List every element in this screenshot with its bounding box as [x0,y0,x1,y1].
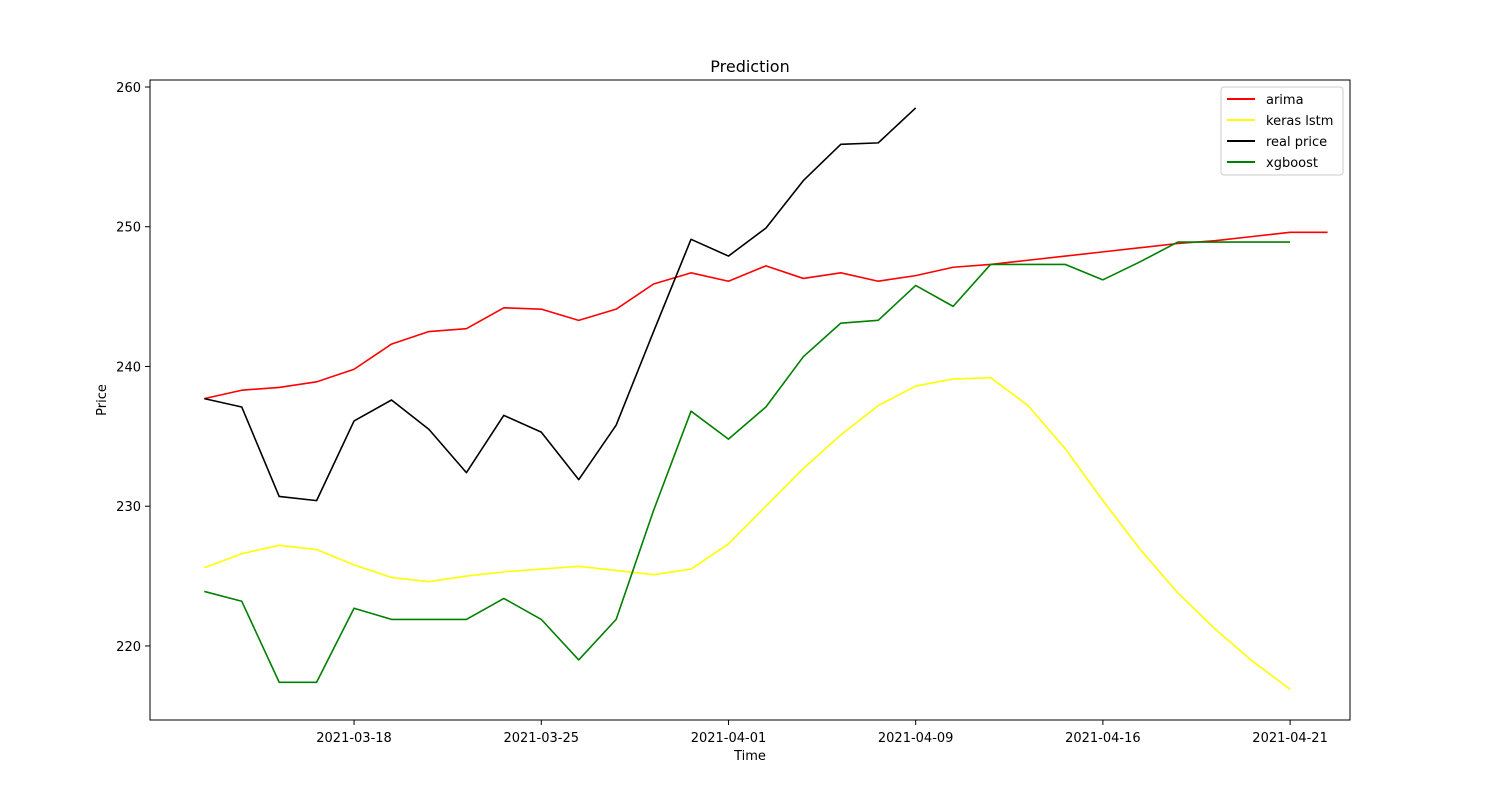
x-axis: 2021-03-18 2021-03-25 2021-04-01 2021-04-09… [316,720,1328,746]
x-tick-label: 2021-04-21 [1252,731,1328,746]
y-tick-label: 230 [116,500,141,515]
y-axis-title: Price [95,384,110,416]
series-line-keras-lstm [204,376,1291,690]
series-line-xgboost [204,241,1291,684]
legend-label: arima [1266,93,1304,108]
series-line-arima [204,231,1328,400]
y-tick-label: 250 [116,221,141,236]
x-tick-label: 2021-04-09 [878,731,954,746]
x-tick-label: 2021-03-18 [316,731,392,746]
series-line-real-price [204,107,917,502]
x-tick-label: 2021-04-16 [1065,731,1141,746]
x-tick-label: 2021-03-25 [503,731,579,746]
x-tick-label: 2021-04-01 [691,731,767,746]
legend-label: keras lstm [1266,114,1333,129]
y-tick-label: 240 [116,360,141,375]
legend-label: xgboost [1266,156,1318,171]
y-tick-label: 260 [116,81,141,96]
series-layer [204,107,1328,690]
plot-frame [149,79,1351,721]
y-tick-label: 220 [116,640,141,655]
legend-label: real price [1266,135,1327,150]
legend-box [1220,86,1344,176]
legend: arima keras lstm real price xgboost [1220,86,1344,176]
y-axis: 220 230 240 250 260 [116,81,150,655]
x-axis-title: Time [733,749,766,764]
chart-title: Prediction [710,57,789,76]
